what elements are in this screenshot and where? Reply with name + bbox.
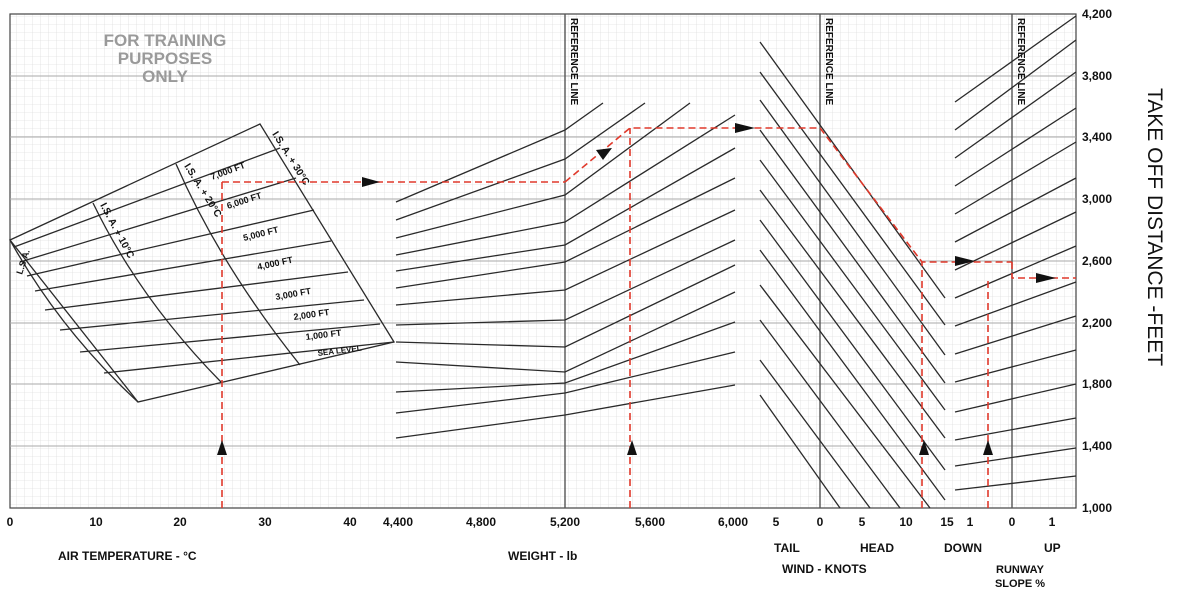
weight-panel-lines xyxy=(395,102,736,439)
label-alt-1000: 1,000 FT xyxy=(305,328,342,342)
reference-line-label-slope: REFERENCE LINE xyxy=(1015,18,1026,106)
slope-axis-label-line-1: RUNWAY xyxy=(996,564,1045,576)
arrow-icon xyxy=(955,256,975,266)
x-tick: 10 xyxy=(899,515,913,529)
arrow-icon xyxy=(983,440,993,455)
temperature-ticks: 0 10 20 30 40 xyxy=(7,515,357,529)
alt-5000-line xyxy=(26,209,315,277)
arrow-icon xyxy=(1036,273,1056,283)
example-path xyxy=(221,127,1076,508)
arrow-icon xyxy=(627,440,637,455)
slope-down-label: DOWN xyxy=(944,541,982,555)
x-tick: 0 xyxy=(1009,515,1016,529)
alt-sea-level-line xyxy=(103,341,395,374)
reference-lines xyxy=(564,14,1013,508)
training-watermark-line-1: FOR TRAINING xyxy=(104,31,227,50)
x-tick: 40 xyxy=(343,515,357,529)
y-tick: 3,000 xyxy=(1082,192,1112,206)
x-tick: 6,000 xyxy=(718,515,748,529)
x-tick: 5 xyxy=(773,515,780,529)
alt-3000-line xyxy=(44,271,349,311)
wind-panel-lines xyxy=(759,41,946,509)
x-tick: 1 xyxy=(967,515,974,529)
alt-2000-line xyxy=(59,299,365,331)
alt-7000-line xyxy=(13,147,281,248)
training-watermark-line-3: ONLY xyxy=(142,67,188,86)
slope-ticks: 1 0 1 xyxy=(967,515,1056,529)
temperature-panel xyxy=(8,123,396,403)
wind-head-label: HEAD xyxy=(860,541,894,555)
reference-line-label-wind: REFERENCE LINE xyxy=(823,18,834,106)
y-axis-title: TAKE OFF DISTANCE -FEET xyxy=(1143,88,1166,366)
y-tick: 1,400 xyxy=(1082,439,1112,453)
y-axis-ticks: 4,200 3,800 3,400 3,000 2,600 2,200 1,80… xyxy=(1082,7,1112,515)
x-tick: 5,200 xyxy=(550,515,580,529)
x-tick: 10 xyxy=(89,515,103,529)
weight-axis-label: WEIGHT - lb xyxy=(508,549,577,563)
isa-plus-20-curve xyxy=(175,163,301,366)
reference-line-label-weight: REFERENCE LINE xyxy=(568,18,579,106)
x-tick: 30 xyxy=(258,515,272,529)
temperature-axis-label: AIR TEMPERATURE - °C xyxy=(58,549,197,563)
arrow-icon xyxy=(217,440,227,455)
x-tick: 4,800 xyxy=(466,515,496,529)
alt-1000-line xyxy=(79,323,381,353)
slope-up-label: UP xyxy=(1044,541,1061,555)
y-tick: 2,200 xyxy=(1082,316,1112,330)
x-tick: 20 xyxy=(173,515,187,529)
arrow-icon xyxy=(735,123,755,133)
y-tick: 4,200 xyxy=(1082,7,1112,21)
x-tick: 15 xyxy=(940,515,954,529)
y-tick: 1,800 xyxy=(1082,377,1112,391)
wind-ticks: 5 0 5 10 15 xyxy=(773,515,954,529)
y-tick: 1,000 xyxy=(1082,501,1112,515)
alt-6000-line xyxy=(19,177,297,263)
example-weight-guide xyxy=(564,127,820,183)
y-tick: 3,800 xyxy=(1082,69,1112,83)
arrow-icon xyxy=(362,177,380,187)
x-tick: 1 xyxy=(1049,515,1056,529)
weight-ticks: 4,400 4,800 5,200 5,600 6,000 xyxy=(383,515,748,529)
direction-arrows xyxy=(217,123,1056,455)
x-tick: 0 xyxy=(817,515,824,529)
training-watermark-line-2: PURPOSES xyxy=(118,49,212,68)
y-tick: 2,600 xyxy=(1082,254,1112,268)
alt-4000-line xyxy=(34,240,332,292)
arrow-icon xyxy=(596,148,612,160)
slope-panel-lines xyxy=(954,15,1077,491)
x-tick: 5,600 xyxy=(635,515,665,529)
arrow-icon xyxy=(919,440,929,455)
wind-axis-label: WIND - KNOTS xyxy=(782,562,867,576)
x-tick: 4,400 xyxy=(383,515,413,529)
x-tick: 5 xyxy=(859,515,866,529)
y-tick: 3,400 xyxy=(1082,130,1112,144)
x-tick: 0 xyxy=(7,515,14,529)
slope-axis-label-line-2: SLOPE % xyxy=(995,578,1045,590)
wind-tail-label: TAIL xyxy=(774,541,800,555)
